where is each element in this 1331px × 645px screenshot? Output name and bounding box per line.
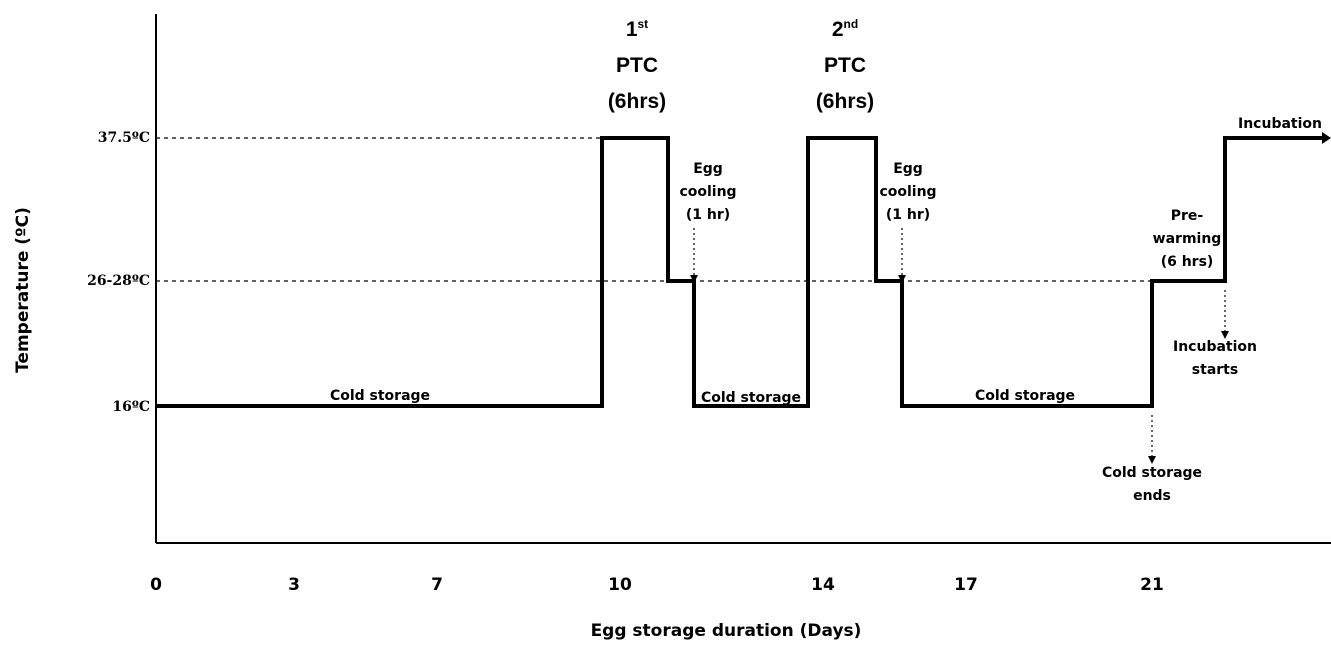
pre-warming-line1: Pre- — [1171, 208, 1204, 224]
incubation-starts-line1: Incubation — [1173, 339, 1257, 355]
pre-warming-label: Pre- warming (6 hrs) — [1153, 208, 1222, 270]
svg-text:1st: 1st — [626, 17, 648, 41]
ptc-1-superscript: st — [638, 17, 649, 31]
x-tick-3: 3 — [288, 575, 300, 595]
temperature-profile-line — [156, 136, 1325, 408]
x-tick-14: 14 — [811, 575, 835, 595]
svg-text:2nd: 2nd — [832, 17, 858, 41]
ptc-1-label: 1st PTC (6hrs) — [608, 17, 666, 113]
x-tick-17: 17 — [954, 575, 978, 595]
cold-storage-ends-label: Cold storage ends — [1102, 465, 1202, 504]
ptc-2-line2: PTC — [824, 54, 866, 77]
cold-storage-label-3: Cold storage — [975, 388, 1075, 404]
egg-cooling-2-line1: Egg — [893, 161, 923, 177]
x-tick-21: 21 — [1140, 575, 1164, 595]
ptc-2-line3: (6hrs) — [816, 90, 874, 113]
pre-warming-line3: (6 hrs) — [1161, 254, 1214, 270]
egg-cooling-1-line2: cooling — [679, 184, 736, 200]
egg-cooling-1-label: Egg cooling (1 hr) — [679, 161, 736, 223]
y-axis-label: Temperature (ºC) — [13, 207, 33, 373]
incubation-starts-label: Incubation starts — [1173, 339, 1257, 378]
pre-warming-line2: warming — [1153, 231, 1222, 247]
ptc-2-label: 2nd PTC (6hrs) — [816, 17, 874, 113]
y-tick-16: 16ºC — [112, 399, 150, 415]
x-tick-7: 7 — [431, 575, 443, 595]
ptc-1-number: 1 — [626, 18, 638, 41]
cold-storage-ends-line1: Cold storage — [1102, 465, 1202, 481]
x-tick-10: 10 — [608, 575, 632, 595]
egg-cooling-2-line3: (1 hr) — [886, 207, 930, 223]
cold-storage-label-2: Cold storage — [701, 390, 801, 406]
cold-storage-label-1: Cold storage — [330, 388, 430, 404]
x-axis-label: Egg storage duration (Days) — [591, 621, 862, 641]
egg-cooling-2-line2: cooling — [879, 184, 936, 200]
egg-cooling-1-line1: Egg — [693, 161, 723, 177]
egg-cooling-2-label: Egg cooling (1 hr) — [879, 161, 936, 223]
incubation-label: Incubation — [1238, 116, 1322, 132]
incubation-starts-line2: starts — [1192, 362, 1238, 378]
ptc-1-line3: (6hrs) — [608, 90, 666, 113]
y-tick-26-28: 26-28ºC — [87, 273, 150, 289]
ptc-1-line2: PTC — [616, 54, 658, 77]
ptc-2-number: 2 — [832, 18, 844, 41]
egg-cooling-1-line3: (1 hr) — [686, 207, 730, 223]
x-tick-0: 0 — [150, 575, 162, 595]
y-tick-37-5: 37.5ºC — [98, 130, 150, 146]
incubation-arrow-icon — [1322, 132, 1331, 144]
cold-storage-ends-line2: ends — [1133, 488, 1171, 504]
ptc-2-superscript: nd — [844, 17, 859, 31]
